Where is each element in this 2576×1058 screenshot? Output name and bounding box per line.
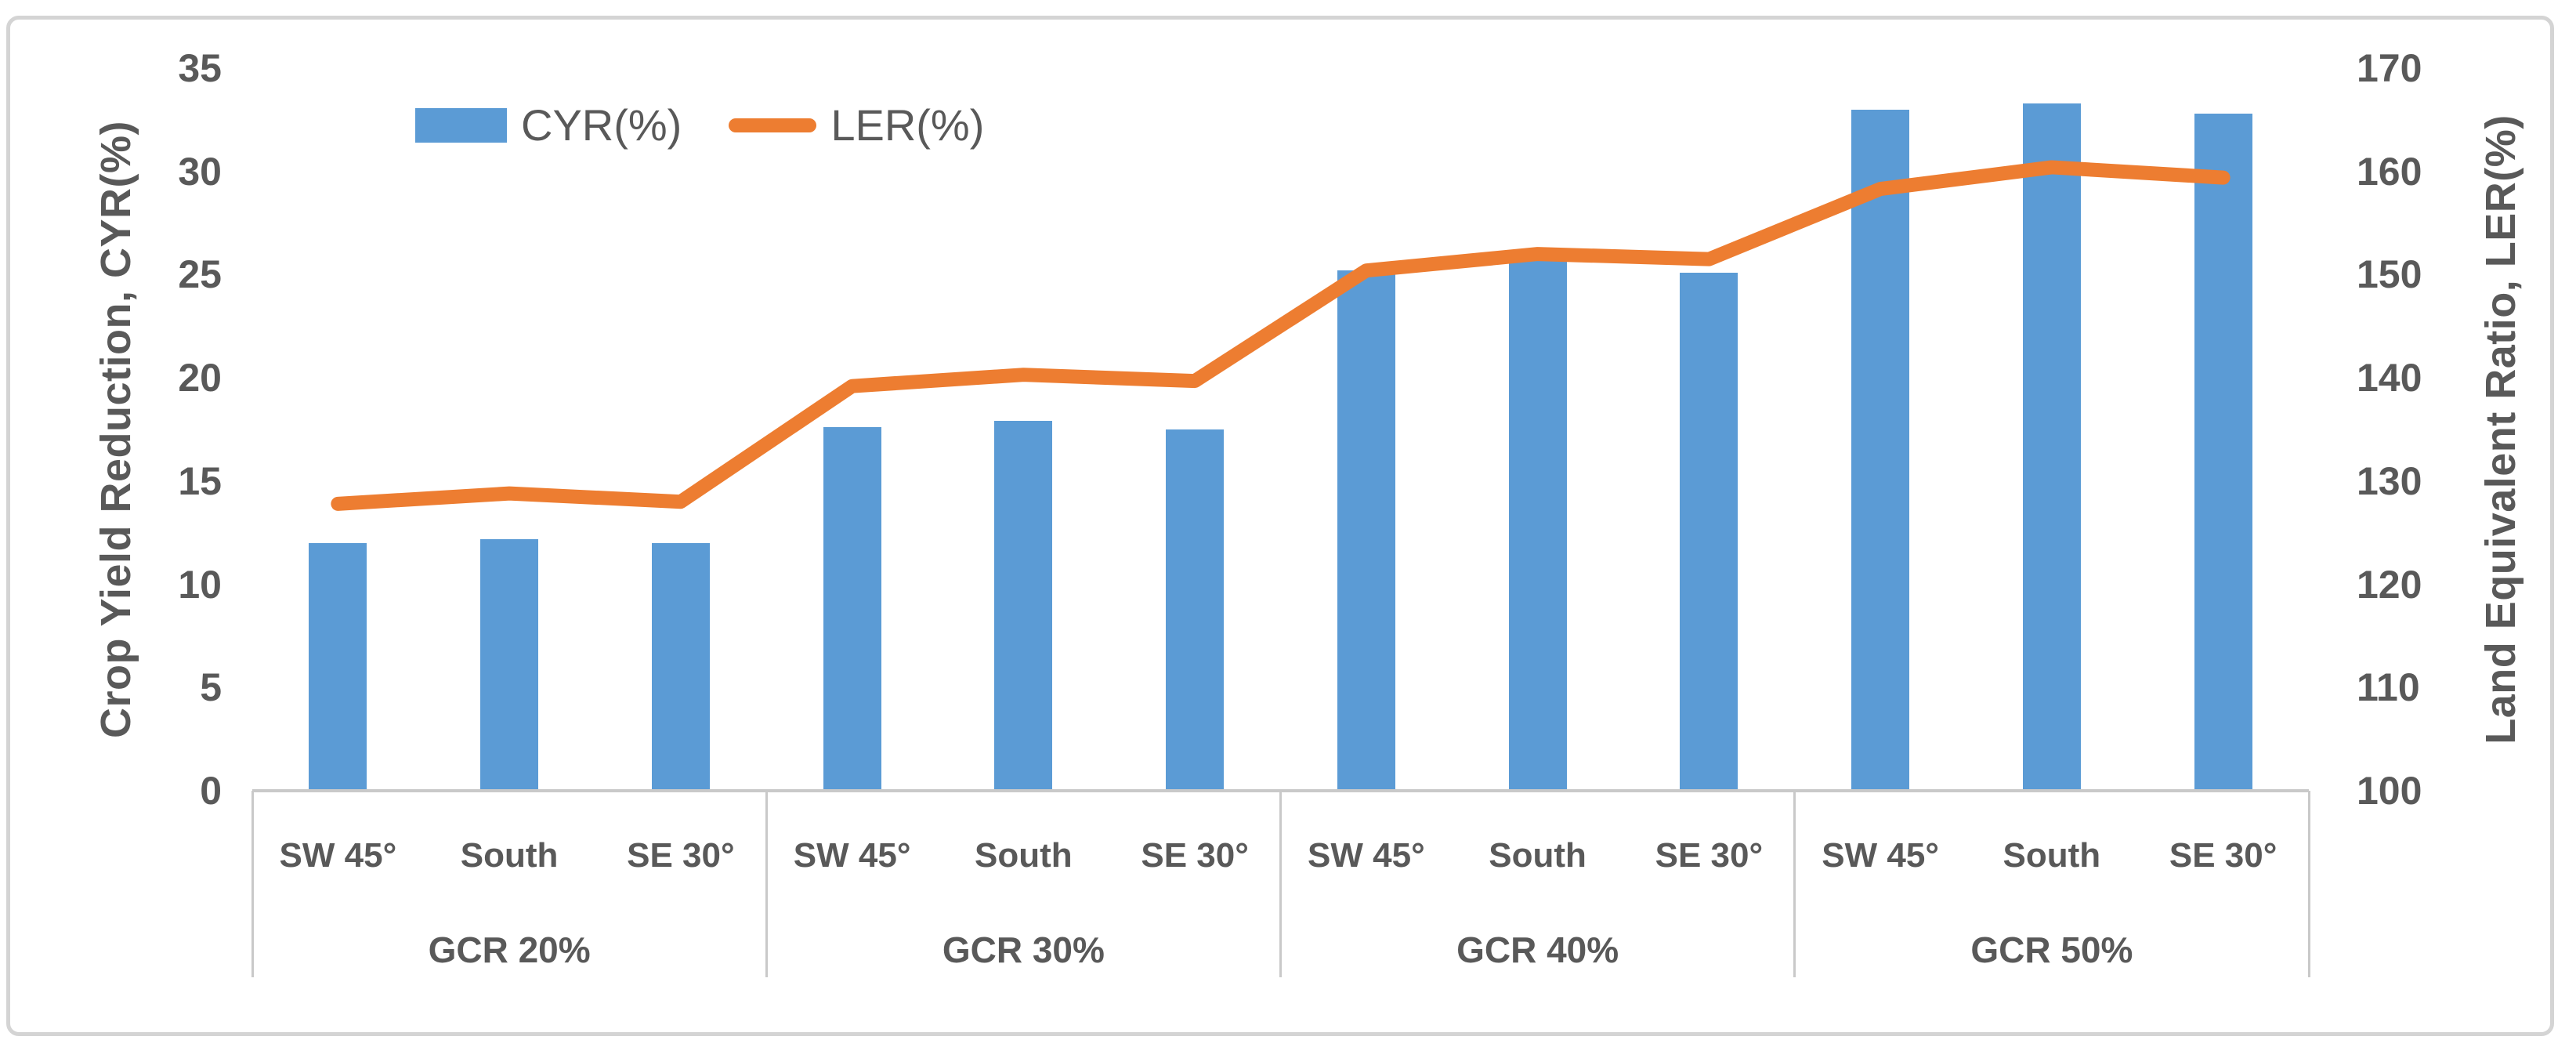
bar-cyr [823, 427, 881, 791]
category-label: SW 45° [793, 836, 911, 875]
category-label: SE 30° [627, 836, 735, 875]
right-axis-tick-label: 130 [2357, 458, 2422, 503]
left-axis-title: Crop Yield Reduction, CYR(%) [92, 120, 139, 739]
group-separator [251, 791, 254, 977]
bar-cyr [480, 538, 539, 791]
left-axis-tick-label: 35 [178, 46, 222, 90]
right-axis-tick-label: 160 [2357, 149, 2422, 194]
category-label: South [975, 836, 1073, 875]
left-axis-tick-label: 5 [200, 665, 222, 710]
right-axis-tick-label: 140 [2357, 356, 2422, 400]
line-series-swatch-icon [729, 118, 817, 132]
group-separator [765, 791, 768, 977]
bar-cyr [1680, 272, 1738, 791]
category-label: South [2003, 836, 2101, 875]
group-label: GCR 40% [1456, 929, 1619, 970]
right-axis-tick-label: 170 [2357, 46, 2422, 90]
bar-cyr [1508, 258, 1567, 791]
category-label: SE 30° [1141, 836, 1249, 875]
right-axis-tick-label: 120 [2357, 562, 2422, 607]
group-label: GCR 50% [1970, 929, 2133, 970]
right-axis-tick-label: 110 [2357, 665, 2420, 710]
right-axis-tick-label: 100 [2357, 769, 2422, 813]
group-label: GCR 30% [942, 929, 1105, 970]
bar-cyr [2194, 113, 2252, 791]
legend: CYR(%) LER(%) [415, 94, 984, 157]
bar-cyr [1851, 109, 1910, 791]
bar-cyr [309, 542, 367, 791]
category-label: SW 45° [1308, 836, 1425, 875]
right-axis-tick-label: 150 [2357, 252, 2422, 297]
category-label: South [1489, 836, 1586, 875]
bar-cyr [651, 542, 710, 791]
left-axis-tick-label: 15 [178, 458, 222, 503]
bar-series-swatch-icon [415, 108, 507, 143]
category-label: SE 30° [1655, 836, 1764, 875]
category-label: SE 30° [2169, 836, 2278, 875]
legend-label-ler: LER(%) [830, 100, 985, 150]
left-axis-tick-label: 10 [178, 562, 222, 607]
bar-cyr [994, 421, 1053, 791]
right-axis-title: Land Equivalent Ratio, LER(%) [2477, 114, 2524, 745]
category-label: SW 45° [1822, 836, 1939, 875]
left-axis-tick-label: 30 [178, 149, 222, 194]
category-label: South [460, 836, 559, 875]
bar-cyr [1166, 429, 1225, 791]
left-axis-tick-label: 20 [178, 356, 222, 400]
bar-cyr [1337, 270, 1395, 791]
group-separator [1279, 791, 1282, 977]
bar-cyr [2022, 103, 2081, 791]
left-axis-tick-label: 0 [200, 769, 222, 813]
group-separator [2307, 791, 2310, 977]
legend-label-cyr: CYR(%) [521, 100, 682, 150]
left-axis-tick-label: 25 [178, 252, 222, 297]
group-separator [1793, 791, 1796, 977]
category-label: SW 45° [279, 836, 397, 875]
group-label: GCR 20% [428, 929, 591, 970]
